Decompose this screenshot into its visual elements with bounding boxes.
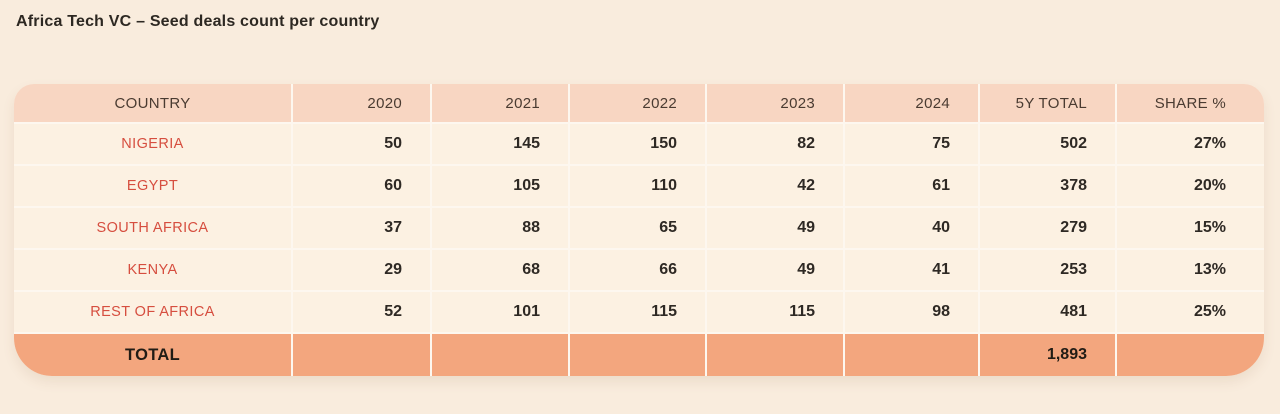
header-cell-2020: 2020 [293,84,430,122]
value-cell-egypt-2022: 110 [570,166,705,206]
total-empty-cell [707,334,843,376]
value-cell-nigeria-2023: 82 [707,124,843,164]
header-cell-2021: 2021 [432,84,568,122]
value-cell-egypt-share: 20% [1117,166,1264,206]
deals-table: COUNTRY 2020 2021 2022 2023 2024 5Y TOTAL SHARE… [14,84,1264,376]
value-cell-nigeria-2020: 50 [293,124,430,164]
value-cell-south-africa-2023: 49 [707,208,843,248]
value-cell-rest-of-africa-2023: 115 [707,292,843,332]
page-title: Africa Tech VC – Seed deals count per co… [16,13,380,30]
value-cell-nigeria-share: 27% [1117,124,1264,164]
value-cell-egypt-2023: 42 [707,166,843,206]
value-cell-nigeria-2022: 150 [570,124,705,164]
value-cell-rest-of-africa-share: 25% [1117,292,1264,332]
value-cell-rest-of-africa-2020: 52 [293,292,430,332]
value-cell-kenya-share: 13% [1117,250,1264,290]
total-empty-cell [293,334,430,376]
value-cell-kenya-2023: 49 [707,250,843,290]
total-value-5y-total: 1,893 [980,334,1115,376]
country-cell-south-africa: SOUTH AFRICA [14,208,291,248]
value-cell-nigeria-5y-total: 502 [980,124,1115,164]
header-cell-country: COUNTRY [14,84,291,122]
value-cell-egypt-5y-total: 378 [980,166,1115,206]
value-cell-south-africa-2021: 88 [432,208,568,248]
value-cell-kenya-2024: 41 [845,250,978,290]
value-cell-nigeria-2021: 145 [432,124,568,164]
header-cell-share: SHARE % [1117,84,1264,122]
value-cell-rest-of-africa-2024: 98 [845,292,978,332]
value-cell-kenya-2022: 66 [570,250,705,290]
header-cell-2024: 2024 [845,84,978,122]
value-cell-south-africa-share: 15% [1117,208,1264,248]
total-empty-cell [432,334,568,376]
total-empty-cell [845,334,978,376]
country-cell-kenya: KENYA [14,250,291,290]
header-cell-2022: 2022 [570,84,705,122]
value-cell-rest-of-africa-5y-total: 481 [980,292,1115,332]
value-cell-rest-of-africa-2021: 101 [432,292,568,332]
value-cell-egypt-2020: 60 [293,166,430,206]
value-cell-rest-of-africa-2022: 115 [570,292,705,332]
total-empty-cell [1117,334,1264,376]
value-cell-nigeria-2024: 75 [845,124,978,164]
header-cell-2023: 2023 [707,84,843,122]
value-cell-egypt-2024: 61 [845,166,978,206]
country-cell-rest-of-africa: REST OF AFRICA [14,292,291,332]
country-cell-nigeria: NIGERIA [14,124,291,164]
header-cell-5y-total: 5Y TOTAL [980,84,1115,122]
value-cell-south-africa-2024: 40 [845,208,978,248]
value-cell-kenya-2020: 29 [293,250,430,290]
country-cell-egypt: EGYPT [14,166,291,206]
total-row-label: TOTAL [14,334,291,376]
value-cell-egypt-2021: 105 [432,166,568,206]
value-cell-kenya-2021: 68 [432,250,568,290]
value-cell-kenya-5y-total: 253 [980,250,1115,290]
total-empty-cell [570,334,705,376]
value-cell-south-africa-5y-total: 279 [980,208,1115,248]
value-cell-south-africa-2020: 37 [293,208,430,248]
value-cell-south-africa-2022: 65 [570,208,705,248]
